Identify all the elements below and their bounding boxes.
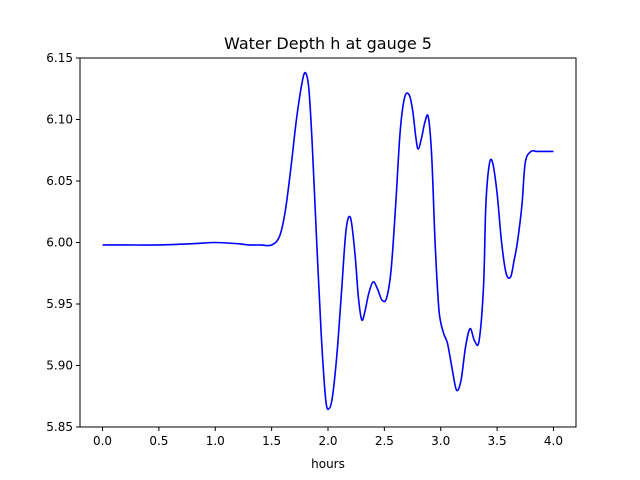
x-tick-label: 0.0 bbox=[93, 434, 112, 448]
y-tick-label: 6.00 bbox=[46, 236, 73, 250]
y-tick-label: 5.85 bbox=[46, 420, 73, 434]
series-line-0 bbox=[102, 71, 554, 411]
chart-title: Water Depth h at gauge 5 bbox=[224, 34, 432, 53]
x-tick-label: 3.0 bbox=[431, 434, 450, 448]
x-axis: 0.0 0.5 1.0 1.5 2.0 2.5 3.0 3.5 4.0 bbox=[93, 427, 563, 448]
series-layer bbox=[102, 71, 554, 411]
y-tick-label: 6.10 bbox=[46, 113, 73, 127]
x-tick-label: 2.5 bbox=[375, 434, 394, 448]
y-tick-label: 6.05 bbox=[46, 174, 73, 188]
y-tick-label: 5.90 bbox=[46, 359, 73, 373]
x-tick-label: 3.5 bbox=[488, 434, 507, 448]
x-tick-label: 1.0 bbox=[206, 434, 225, 448]
y-tick-label: 6.15 bbox=[46, 51, 73, 65]
y-axis: 5.85 5.90 5.95 6.00 6.05 6.10 6.15 bbox=[46, 51, 80, 434]
x-tick-label: 4.0 bbox=[544, 434, 563, 448]
x-tick-label: 0.5 bbox=[149, 434, 168, 448]
x-tick-label: 2.0 bbox=[318, 434, 337, 448]
y-tick-label: 5.95 bbox=[46, 297, 73, 311]
x-tick-label: 1.5 bbox=[262, 434, 281, 448]
x-axis-label: hours bbox=[311, 457, 345, 471]
